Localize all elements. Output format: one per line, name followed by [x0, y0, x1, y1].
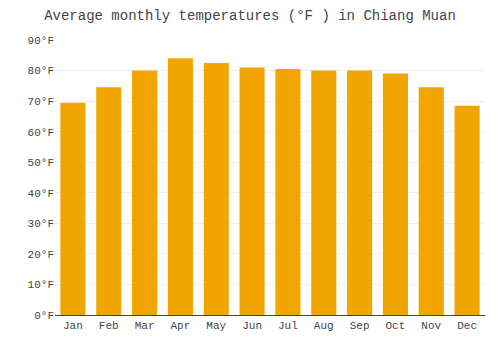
- svg-text:0°F: 0°F: [34, 310, 54, 322]
- svg-text:Average monthly temperatures (: Average monthly temperatures (°F ) in Ch…: [44, 8, 456, 24]
- svg-text:Nov: Nov: [421, 320, 441, 332]
- svg-text:Jan: Jan: [63, 320, 83, 332]
- svg-text:30°F: 30°F: [28, 218, 54, 230]
- svg-text:20°F: 20°F: [28, 249, 54, 261]
- svg-text:Dec: Dec: [457, 320, 477, 332]
- svg-text:70°F: 70°F: [28, 96, 54, 108]
- svg-text:50°F: 50°F: [28, 157, 54, 169]
- svg-text:Feb: Feb: [99, 320, 119, 332]
- svg-text:May: May: [206, 320, 226, 332]
- svg-text:Oct: Oct: [386, 320, 406, 332]
- svg-text:80°F: 80°F: [28, 65, 54, 77]
- svg-text:Sep: Sep: [350, 320, 370, 332]
- svg-text:Jul: Jul: [278, 320, 298, 332]
- svg-text:10°F: 10°F: [28, 279, 54, 291]
- svg-text:Jun: Jun: [242, 320, 262, 332]
- svg-text:60°F: 60°F: [28, 127, 54, 139]
- svg-text:90°F: 90°F: [28, 35, 54, 47]
- svg-text:Aug: Aug: [314, 320, 334, 332]
- svg-text:40°F: 40°F: [28, 188, 54, 200]
- svg-text:Apr: Apr: [171, 320, 191, 332]
- svg-text:Mar: Mar: [135, 320, 155, 332]
